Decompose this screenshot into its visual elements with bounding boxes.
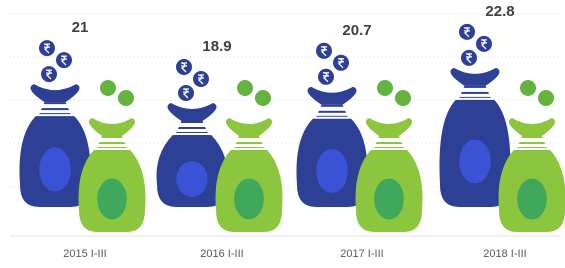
bag-band xyxy=(371,144,407,147)
bag-band xyxy=(173,129,212,132)
coin xyxy=(520,80,536,96)
bag-group xyxy=(19,40,145,232)
value-label: 18.9 xyxy=(202,38,231,55)
value-label: 22.8 xyxy=(485,3,514,20)
value-label: 21 xyxy=(72,19,89,36)
bag-knot xyxy=(168,103,217,121)
coin xyxy=(118,90,134,106)
bag-knot xyxy=(226,118,272,136)
coin xyxy=(255,90,271,106)
bag-emblem xyxy=(316,149,348,193)
bag-knot xyxy=(509,118,555,136)
bag-group xyxy=(439,24,565,232)
bag-band xyxy=(173,123,212,127)
bag-band xyxy=(36,104,75,108)
bag-band xyxy=(36,110,75,113)
bag-knot xyxy=(89,118,135,136)
bag-knot xyxy=(31,84,80,102)
bag-band xyxy=(231,144,267,147)
bag-band xyxy=(456,94,495,97)
x-tick-label: 2018 I-III xyxy=(483,248,526,260)
x-tick-label: 2016 I-III xyxy=(200,248,243,260)
bag-group xyxy=(296,43,422,232)
value-label: 20.7 xyxy=(342,22,371,39)
bag-band xyxy=(313,113,352,116)
bag-band xyxy=(456,88,495,92)
bag-emblem xyxy=(176,161,208,197)
x-tick-label: 2017 I-III xyxy=(340,248,383,260)
bag-band xyxy=(313,107,352,111)
chart: 21 2015 I-III 18.9 2016 I-III 20.7 2017 I-III… xyxy=(0,0,565,268)
bag-band xyxy=(231,138,267,142)
coin xyxy=(538,90,554,106)
bag-emblem xyxy=(39,148,71,192)
bag-band xyxy=(514,144,550,147)
bag-emblem xyxy=(517,179,547,220)
bag-group xyxy=(156,59,282,232)
bag-knot xyxy=(308,87,357,105)
bag-band xyxy=(514,138,550,142)
coin xyxy=(395,90,411,106)
bag-band xyxy=(371,138,407,142)
x-tick-label: 2015 I-III xyxy=(63,248,106,260)
bag-emblem xyxy=(97,179,127,220)
coin xyxy=(377,80,393,96)
bag-knot xyxy=(366,118,412,136)
bag-emblem xyxy=(374,179,404,220)
bag-band xyxy=(94,144,130,147)
bag-knot xyxy=(451,68,500,86)
bag-emblem xyxy=(234,179,264,220)
bag-emblem xyxy=(459,139,491,183)
coin xyxy=(100,80,116,96)
coin xyxy=(237,80,253,96)
bag-band xyxy=(94,138,130,142)
